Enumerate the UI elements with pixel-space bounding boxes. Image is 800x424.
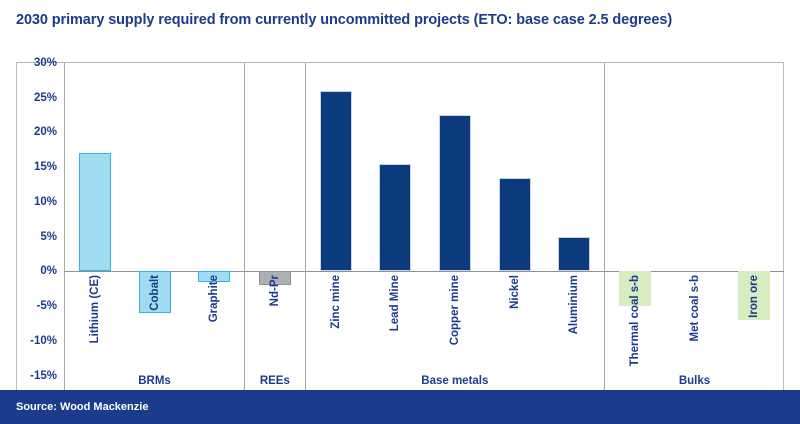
y-axis-tick: -10%	[30, 334, 57, 347]
y-axis-tick: 30%	[33, 57, 57, 69]
bar-slot: Nd-Pr	[245, 63, 305, 393]
zero-baseline	[65, 271, 784, 273]
group-label: Base metals	[421, 375, 489, 387]
plot-area: Lithium (CE) Cobalt Graphite BRMs Nd-Pr REEs Z…	[64, 63, 784, 393]
y-axis-tick: 25%	[33, 91, 57, 104]
group-label: BRMs	[138, 375, 171, 387]
category-label: Thermal coal s-b	[628, 275, 641, 367]
bar-slot: Cobalt	[125, 63, 185, 393]
bar-copper-mine[interactable]	[438, 115, 471, 272]
source-label: Source: Wood Mackenzie	[16, 401, 149, 413]
bar-group-base-metals: Zinc mine Lead Mine Copper mine Nickel Alumi…	[304, 63, 604, 393]
y-axis-tick: -15%	[30, 369, 57, 382]
y-axis-tick: 5%	[40, 230, 57, 243]
source-bar: Source: Wood Mackenzie	[0, 390, 800, 424]
bar-graphite[interactable]	[198, 271, 231, 282]
bar-slot: Met coal s-b	[665, 63, 725, 393]
category-label: Iron ore	[748, 275, 761, 319]
bar-slot: Iron ore	[724, 63, 784, 393]
y-axis-tick: 0%	[40, 265, 57, 278]
plot-container: 30% 25% 20% 15% 10% 5% 0% -5% -10% -15% Lithium (…	[16, 57, 784, 393]
bar-groups: Lithium (CE) Cobalt Graphite BRMs Nd-Pr REEs Z…	[65, 63, 784, 393]
bar-slot: Copper mine	[425, 63, 485, 393]
category-label: Cobalt	[148, 275, 161, 312]
y-axis-tick: -5%	[36, 300, 57, 313]
category-label: Copper mine	[448, 275, 461, 346]
bar-slot: Lithium (CE)	[65, 63, 125, 393]
category-label: Nickel	[508, 275, 521, 310]
group-label: Bulks	[678, 375, 711, 387]
category-label: Lithium (CE)	[88, 275, 101, 344]
bar-iron-ore[interactable]	[738, 271, 771, 321]
bar-slot: Graphite	[184, 63, 244, 393]
bar-slot: Aluminium	[544, 63, 604, 393]
chart-title: 2030 primary supply required from curren…	[16, 12, 673, 28]
category-label: Lead Mine	[389, 275, 402, 332]
bar-slot: Nickel	[485, 63, 545, 393]
bar-slot: Thermal coal s-b	[605, 63, 665, 393]
y-axis-tick: 10%	[33, 195, 57, 208]
category-label: Graphite	[208, 275, 221, 323]
bar-nd-pr[interactable]	[258, 271, 291, 286]
bar-thermal-coal-s-b[interactable]	[618, 271, 651, 307]
bar-group-brms: Lithium (CE) Cobalt Graphite BRMs	[65, 63, 244, 393]
category-label: Aluminium	[568, 275, 581, 335]
group-label: REEs	[259, 375, 290, 387]
category-label: Zinc mine	[329, 275, 342, 330]
bar-slot: Zinc mine	[306, 63, 366, 393]
bar-cobalt[interactable]	[138, 271, 171, 314]
bar-group-rees: Nd-Pr REEs	[244, 63, 305, 393]
bar-zinc-mine[interactable]	[319, 90, 352, 272]
bar-lithium-ce[interactable]	[78, 153, 111, 272]
bar-slot: Lead Mine	[365, 63, 425, 393]
y-axis-tick: 15%	[33, 161, 57, 174]
bar-group-bulks: Thermal coal s-b Met coal s-b Iron ore Bulk…	[604, 63, 784, 393]
bar-nickel[interactable]	[498, 177, 531, 272]
y-axis: 30% 25% 20% 15% 10% 5% 0% -5% -10% -15%	[17, 57, 63, 393]
category-label: Nd-Pr	[268, 275, 281, 307]
bar-lead-mine[interactable]	[379, 163, 412, 272]
bar-aluminium[interactable]	[558, 236, 591, 272]
y-axis-tick: 20%	[33, 126, 57, 139]
category-label: Met coal s-b	[688, 275, 701, 342]
